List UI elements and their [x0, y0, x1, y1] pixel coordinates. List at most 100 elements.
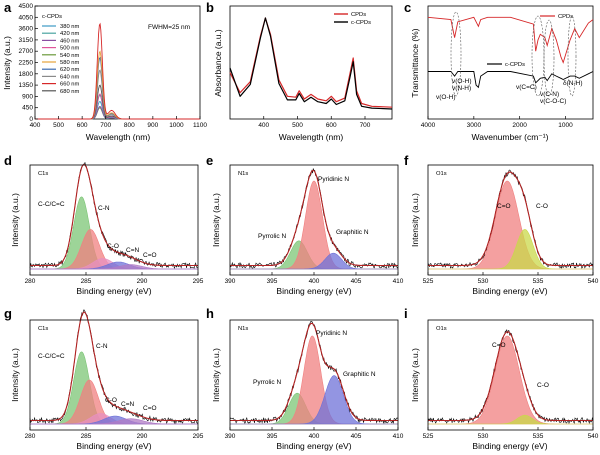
- x-tick-label: 390: [225, 433, 236, 440]
- fit-peak: [230, 252, 398, 270]
- y-tick-label: 1800: [19, 71, 34, 78]
- plot-frame: [427, 164, 594, 276]
- peak-label-c-o: C-O: [536, 203, 548, 210]
- x-tick-label: 400: [309, 278, 320, 285]
- panel-e: N1s Pyridinic N Pyrrolic N Graphitic N B…: [211, 164, 404, 296]
- fit-envelope: [30, 311, 198, 422]
- panel-letter-e: e: [206, 153, 213, 168]
- panel-f: O1s C=O C-O Binding energy (eV) Intensit…: [410, 164, 599, 296]
- x-tick-label: 800: [124, 122, 135, 129]
- x-axis-label: Binding energy (eV): [472, 441, 547, 451]
- xps-fit: [29, 161, 199, 270]
- panel-h: N1s Pyridinic N Pyrrolic N Graphitic N B…: [211, 319, 404, 451]
- x-tick-label: 295: [193, 433, 204, 440]
- y-axis-label: Transmittance (%): [410, 28, 420, 97]
- peak-label-pyridinic: Pyridinic N: [318, 176, 349, 183]
- x-tick-label: 700: [360, 122, 371, 129]
- legend-label: 500 nm: [60, 46, 80, 52]
- panel-g: C1s C-C/C=C C-N C-O C=N C=O Binding ener…: [10, 309, 204, 451]
- guide-ellipse-cn: [543, 19, 555, 97]
- x-tick-label: 290: [137, 433, 148, 440]
- y-axis-label: Intensity (a.u.): [10, 193, 20, 247]
- peak-label-graphitic: Graphitic N: [343, 371, 376, 378]
- peak-label-pyrrolic: Pyrrolic N: [258, 233, 286, 240]
- x-tick-label: 285: [81, 433, 92, 440]
- legend-label: 460 nm: [60, 38, 80, 44]
- y-tick-label: 3600: [19, 26, 34, 33]
- pl-curve: [35, 93, 200, 120]
- x-tick-label: 600: [77, 122, 88, 129]
- legend-label: 640 nm: [60, 74, 80, 80]
- raw-spectrum: [428, 169, 594, 269]
- raw-spectrum: [29, 309, 199, 425]
- fwhm-label: FWHM=25 nm: [148, 24, 190, 31]
- y-tick-label: 2700: [19, 48, 34, 55]
- peak-label-c-o: C-O: [105, 397, 117, 404]
- peak-label-c-eq-o: C=O: [497, 203, 511, 210]
- y-tick-label: 3150: [19, 37, 34, 44]
- annotation-vnh: v(N-H): [452, 85, 471, 92]
- ftir-curve: [428, 71, 594, 89]
- panel-letter-h: h: [206, 306, 214, 321]
- peak-label-c-n: C-N: [98, 205, 110, 212]
- element-label: O1s: [436, 326, 447, 332]
- fit-peak: [428, 414, 593, 425]
- x-tick-label: 405: [351, 278, 362, 285]
- ftir-curve: [427, 16, 594, 64]
- panel-letter-c: c: [404, 0, 411, 15]
- panel-letter-f: f: [404, 153, 409, 168]
- panel-letter-b: b: [206, 0, 214, 15]
- legend-label: 580 nm: [60, 60, 80, 66]
- fit-envelope: [230, 169, 398, 267]
- x-tick-label: 400: [258, 122, 269, 129]
- x-tick-label: 395: [267, 278, 278, 285]
- panel-c: CPDs c-CPDs v(O-H) v(O-H) v(N-H) v(C=C) …: [410, 5, 594, 142]
- pl-spectra: [35, 22, 200, 120]
- x-tick-label: 530: [478, 278, 489, 285]
- fit-envelope: [230, 322, 398, 422]
- x-tick-label: 395: [267, 433, 278, 440]
- peak-label-c-eq-o: C=O: [143, 252, 157, 259]
- absorbance-curve: [229, 17, 393, 108]
- series-tag-c-cpds: c-CPDs: [505, 62, 525, 68]
- x-tick-label: 500: [53, 122, 64, 129]
- guide-ellipse-oh: [450, 11, 462, 97]
- legend-label: 680 nm: [60, 89, 80, 95]
- y-tick-label: 1350: [19, 82, 34, 89]
- panel-d: C1s C-C/C=C C-N C-O C=N C=O Binding ener…: [10, 161, 204, 296]
- absorbance-curve: [229, 17, 393, 110]
- plot-frame: [29, 164, 199, 276]
- legend-title: c-CPDs: [42, 14, 62, 20]
- legend-label-cpds: CPDs: [351, 12, 366, 18]
- y-axis-label: Absorbance (a.u.): [213, 29, 223, 97]
- x-tick-label: 410: [393, 433, 404, 440]
- panel-b: CPDs c-CPDs 400 500 600 700 Wavelength (nm)…: [213, 5, 393, 142]
- peak-label-c-eq-o: C=O: [143, 405, 157, 412]
- peak-label-pyrrolic: Pyrrolic N: [253, 379, 281, 386]
- legend-label: 420 nm: [60, 31, 80, 37]
- fit-peak: [30, 351, 198, 425]
- y-axis-label: Intensity (a.u.): [10, 348, 20, 402]
- plot-frame: [29, 319, 199, 431]
- x-axis-label: Binding energy (eV): [276, 441, 351, 451]
- panel-letter-a: a: [4, 0, 12, 15]
- annotation-vcn: v(C-N): [540, 91, 559, 98]
- raw-spectrum: [29, 161, 199, 269]
- y-tick-label: 2250: [19, 60, 34, 67]
- x-axis-label: Wavelength (nm): [279, 132, 344, 142]
- x-tick-label: 540: [588, 433, 599, 440]
- pl-curve: [35, 94, 200, 120]
- peak-label-c-eq-o: C=O: [492, 342, 506, 349]
- annotation-dnh: δ(N-H): [563, 80, 583, 87]
- x-tick-label: 400: [309, 433, 320, 440]
- fit-peak: [30, 418, 198, 425]
- annotation-vcoc: v(C-O-C): [540, 98, 566, 105]
- xps-fit: [427, 328, 594, 425]
- legend-label: 660 nm: [60, 82, 80, 88]
- x-tick-label: 1000: [558, 122, 573, 129]
- absorbance-spectra: [229, 17, 393, 110]
- x-tick-label: 535: [533, 278, 544, 285]
